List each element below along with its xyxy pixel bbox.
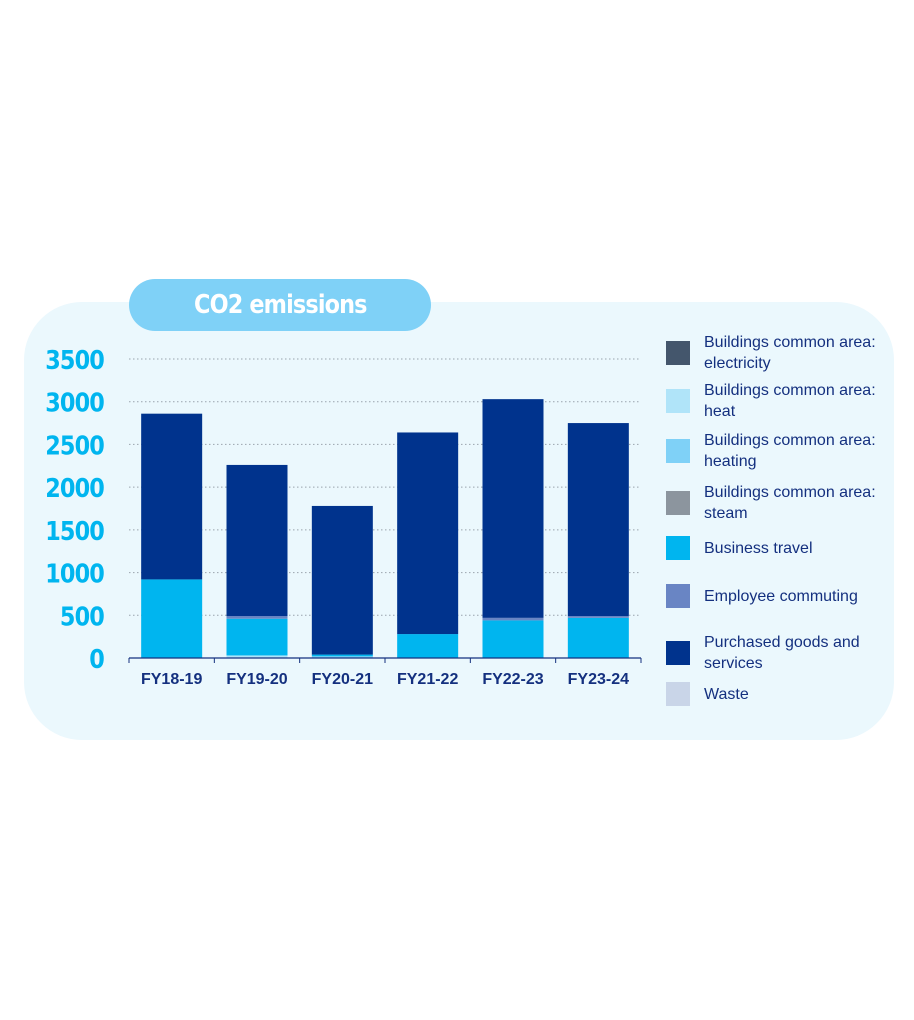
bar-segment bbox=[482, 617, 544, 621]
legend-swatch bbox=[666, 682, 690, 706]
bar-segment bbox=[311, 656, 373, 658]
legend-item: Business travel bbox=[666, 536, 894, 560]
bar-segment bbox=[226, 464, 288, 617]
bar-segment bbox=[397, 432, 459, 635]
bar-segment bbox=[311, 654, 373, 657]
y-tick-label: 2000 bbox=[45, 472, 104, 503]
bar-segment bbox=[482, 399, 544, 618]
legend-label: Waste bbox=[704, 685, 749, 703]
bar-segment bbox=[482, 620, 544, 658]
y-tick-label: 500 bbox=[60, 601, 104, 632]
chart-title-pill: CO2 emissions bbox=[129, 279, 431, 331]
bar-segment bbox=[567, 617, 629, 658]
bar-segment bbox=[397, 634, 459, 658]
y-tick-label: 0 bbox=[89, 643, 104, 674]
legend-label: Buildings common area: steam bbox=[704, 484, 876, 522]
legend-item: Buildings common area: heat bbox=[666, 380, 894, 422]
chart-title: CO2 emissions bbox=[193, 290, 367, 320]
legend-label: Buildings common area: heating bbox=[704, 432, 876, 470]
legend-swatch bbox=[666, 584, 690, 608]
legend-item: Buildings common area: heating bbox=[666, 430, 894, 472]
legend-item: Purchased goods and services bbox=[666, 632, 894, 674]
legend-swatch bbox=[666, 491, 690, 515]
x-tick-label: FY22-23 bbox=[482, 671, 543, 688]
legend-item: Employee commuting bbox=[666, 584, 894, 608]
bar-segment bbox=[141, 413, 203, 580]
legend-label: Employee commuting bbox=[704, 587, 858, 605]
x-tick-label: FY19-20 bbox=[226, 671, 287, 688]
legend-swatch bbox=[666, 389, 690, 413]
y-tick-label: 1500 bbox=[45, 515, 104, 546]
chart-legend: Buildings common area: electricity Buildi… bbox=[666, 332, 896, 717]
x-tick-label: FY18-19 bbox=[141, 671, 202, 688]
x-tick-label: FY21-22 bbox=[397, 671, 458, 688]
x-tick-label: FY20-21 bbox=[312, 671, 373, 688]
bar-segment bbox=[311, 505, 373, 655]
legend-swatch bbox=[666, 536, 690, 560]
legend-item: Buildings common area: steam bbox=[666, 482, 894, 524]
legend-label: Buildings common area: electricity bbox=[704, 334, 876, 372]
legend-swatch bbox=[666, 341, 690, 365]
legend-swatch bbox=[666, 641, 690, 665]
legend-swatch bbox=[666, 439, 690, 463]
bar-segment bbox=[226, 616, 288, 619]
legend-label: Business travel bbox=[704, 539, 813, 557]
y-tick-label: 3000 bbox=[45, 387, 104, 418]
legend-item: Buildings common area: electricity bbox=[666, 332, 894, 374]
bar-segment bbox=[226, 618, 288, 656]
bar-segment bbox=[226, 655, 288, 658]
legend-label: Purchased goods and services bbox=[704, 634, 860, 672]
legend-label: Buildings common area: heat bbox=[704, 382, 876, 420]
legend-item: Waste bbox=[666, 682, 894, 706]
y-tick-label: 3500 bbox=[45, 344, 104, 375]
x-tick-label: FY23-24 bbox=[568, 671, 629, 688]
bar-segment bbox=[567, 423, 629, 617]
y-tick-label: 2500 bbox=[45, 430, 104, 461]
y-tick-label: 1000 bbox=[45, 558, 104, 589]
bar-segment bbox=[567, 616, 629, 618]
bar-segment bbox=[141, 579, 203, 658]
